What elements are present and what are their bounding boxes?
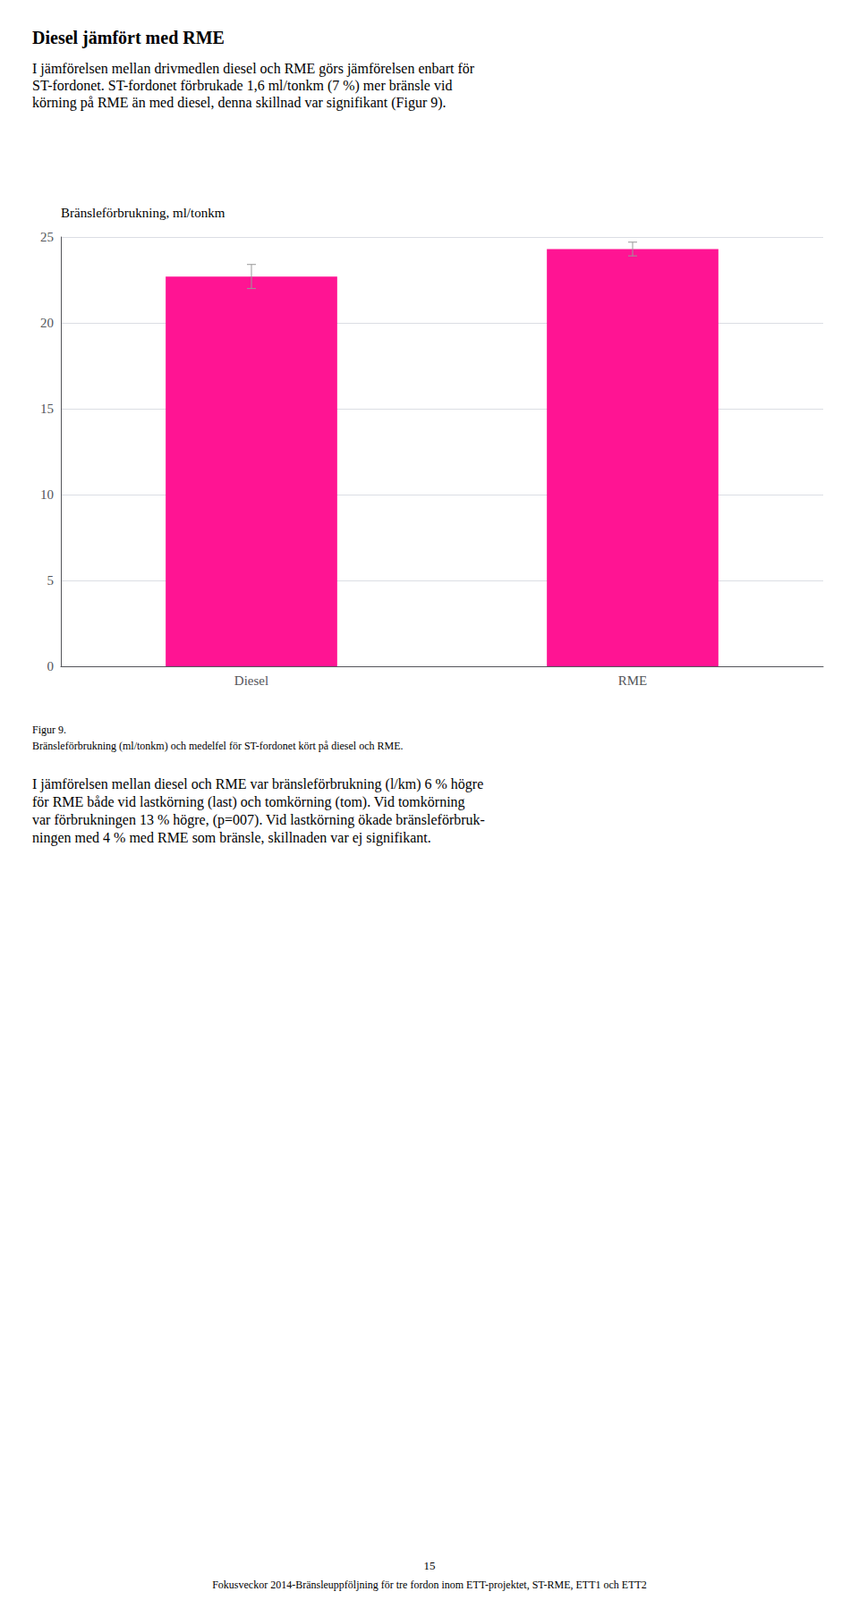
svg-text:Figur 9.: Figur 9. — [32, 723, 67, 737]
svg-text:20: 20 — [40, 315, 54, 331]
svg-text:5: 5 — [47, 573, 55, 588]
svg-text:Diesel: Diesel — [234, 673, 269, 689]
svg-text:Fokusveckor 2014-Bränsleuppföl: Fokusveckor 2014-Bränsleuppföljning för … — [212, 1579, 647, 1592]
svg-text:Bränsleförbrukning, ml/tonkm: Bränsleförbrukning, ml/tonkm — [60, 205, 226, 221]
svg-text:ST-fordonet. ST-fordonet förbr: ST-fordonet. ST-fordonet förbrukade 1,6 … — [32, 77, 452, 94]
svg-text:10: 10 — [40, 487, 54, 502]
svg-text:körning på RME än med diesel,: körning på RME än med diesel, denna skil… — [32, 94, 447, 111]
svg-text:Bränsleförbrukning (ml/tonkm): Bränsleförbrukning (ml/tonkm) och medelf… — [32, 739, 403, 753]
svg-text:I jämförelsen mellan diesel oc: I jämförelsen mellan diesel och RME var … — [32, 776, 484, 793]
svg-text:15: 15 — [40, 401, 54, 417]
svg-text:för RME både vid lastkörning (: för RME både vid lastkörning (last) och … — [32, 794, 466, 811]
svg-text:15: 15 — [424, 1559, 436, 1574]
svg-text:I jämförelsen mellan drivmedle: I jämförelsen mellan drivmedlen diesel o… — [32, 60, 476, 77]
svg-text:var förbrukningen 13 % högre,: var förbrukningen 13 % högre, (p=007). V… — [32, 812, 485, 829]
svg-text:ningen med 4 % med RME som brä: ningen med 4 % med RME som bränsle, skil… — [32, 830, 432, 847]
svg-text:Diesel jämfört med RME: Diesel jämfört med RME — [32, 27, 225, 49]
svg-text:25: 25 — [40, 229, 54, 245]
svg-text:RME: RME — [618, 673, 648, 689]
svg-text:0: 0 — [47, 659, 55, 674]
